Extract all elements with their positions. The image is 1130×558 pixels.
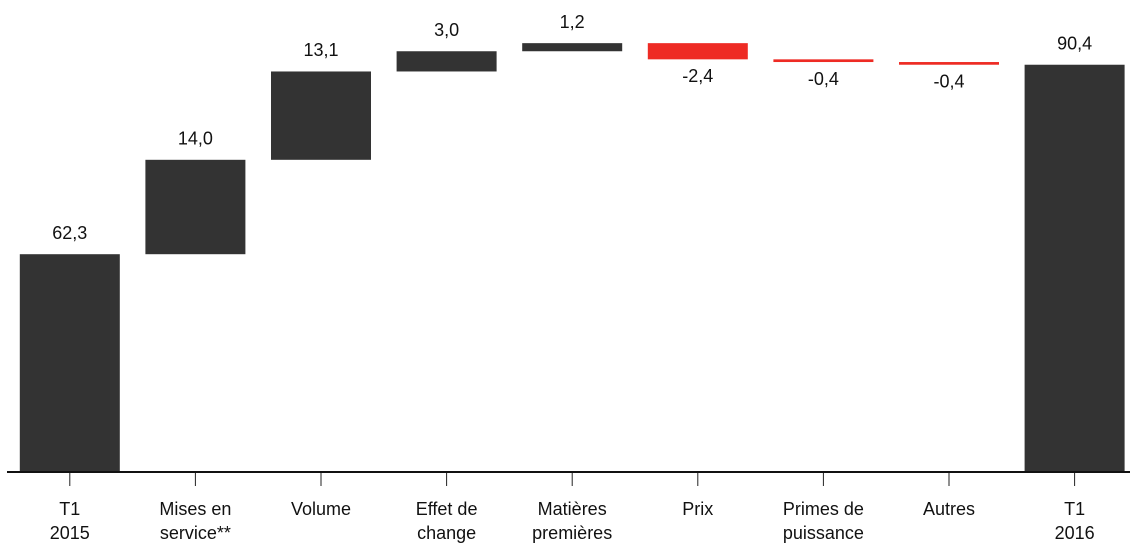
x-tick-label: 2015 (50, 523, 90, 543)
value-label: 90,4 (1057, 33, 1092, 53)
bar (396, 51, 497, 72)
bar (145, 159, 246, 255)
x-tick-label: Matières (538, 499, 607, 519)
value-label: 14,0 (178, 129, 213, 149)
x-tick-label: service** (160, 523, 231, 543)
bar (1024, 64, 1125, 472)
x-tick-label: Effet de (416, 499, 478, 519)
value-label: 13,1 (303, 40, 338, 60)
x-tick-label: change (417, 523, 476, 543)
x-tick-label: Primes de (783, 499, 864, 519)
x-tick-label: T1 (59, 499, 80, 519)
value-label: -0,4 (808, 69, 839, 89)
bar (899, 62, 999, 65)
bar (773, 59, 874, 63)
x-tick-label: Volume (291, 499, 351, 519)
x-tick-label: Mises en (159, 499, 231, 519)
bar (19, 254, 120, 472)
value-label: -0,4 (933, 71, 964, 91)
value-label: 1,2 (560, 12, 585, 32)
value-label: -2,4 (682, 66, 713, 86)
x-tick-label: 2016 (1055, 523, 1095, 543)
x-tick-label: puissance (783, 523, 864, 543)
value-label: 62,3 (52, 223, 87, 243)
bar (271, 71, 371, 160)
x-tick-label: Autres (923, 499, 975, 519)
x-tick-label: T1 (1064, 499, 1085, 519)
bar (647, 43, 748, 60)
x-tick-label: premières (532, 523, 612, 543)
bar (522, 43, 623, 52)
x-tick-label: Prix (682, 499, 713, 519)
value-label: 3,0 (434, 20, 459, 40)
